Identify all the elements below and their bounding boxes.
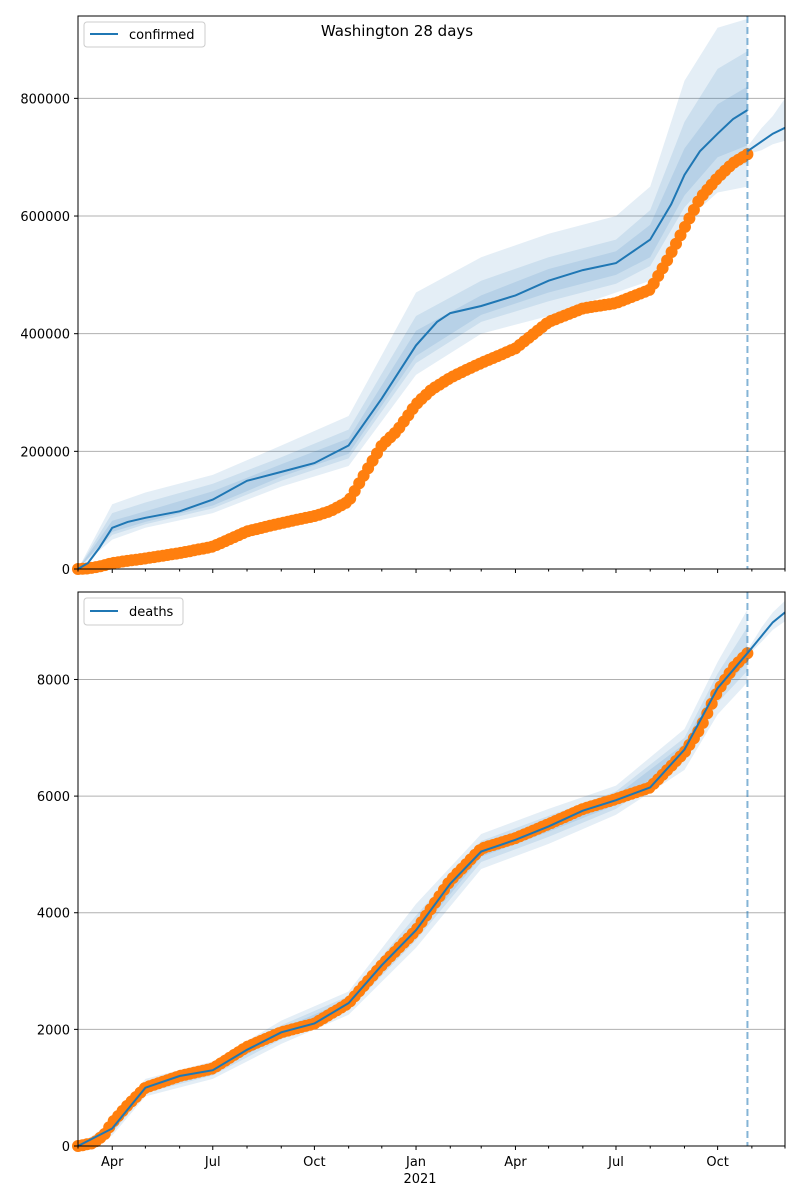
forecast-line (746, 611, 786, 654)
uncertainty-band (78, 18, 748, 569)
legend-label: confirmed (129, 28, 195, 43)
confirmed-panel: 0 200000 400000 600000 800000 Washington 28 … (20, 15, 786, 578)
x-tick-label: Jan (405, 1155, 426, 1170)
gridlines (78, 97, 785, 452)
y-tick-label: 400000 (20, 328, 70, 343)
y-tick-label: 200000 (20, 445, 70, 460)
legend-label: deaths (129, 605, 174, 620)
y-tick-label: 4000 (37, 907, 70, 922)
y-tick-label: 2000 (37, 1023, 70, 1038)
x-tick-label: Apr (504, 1155, 527, 1170)
forecast-line (746, 126, 786, 153)
y-tick-label: 600000 (20, 210, 70, 225)
model-line (77, 652, 749, 1147)
x-tick-label: Oct (706, 1155, 728, 1170)
plot-frame (77, 15, 786, 570)
y-tick-label: 0 (62, 563, 70, 578)
model-lines (77, 611, 786, 1147)
uncertainty-band (78, 86, 748, 569)
observed-point (701, 707, 714, 720)
legend: confirmed (83, 21, 206, 48)
legend: deaths (83, 597, 184, 626)
y-tick-label: 0 (62, 1140, 70, 1155)
y-axis-ticks: 0 2000 4000 6000 8000 (37, 673, 78, 1155)
y-tick-label: 800000 (20, 92, 70, 107)
year-label: 2021 (403, 1172, 436, 1187)
x-axis-ticks: Apr Jul Oct Jan Apr Jul Oct (77, 1146, 786, 1170)
x-tick-label: Jul (204, 1155, 221, 1170)
x-tick-label: Oct (303, 1155, 325, 1170)
y-tick-label: 6000 (37, 790, 70, 805)
model-line (77, 109, 748, 570)
chart-title: Washington 28 days (321, 22, 473, 40)
y-tick-label: 8000 (37, 673, 70, 688)
model-lines (77, 109, 786, 570)
plot-frame (77, 591, 786, 1147)
y-axis-ticks: 0 200000 400000 600000 800000 (20, 92, 78, 578)
x-tick-label: Apr (101, 1155, 124, 1170)
x-tick-label: Jul (607, 1155, 624, 1170)
uncertainty-band (747, 98, 785, 155)
